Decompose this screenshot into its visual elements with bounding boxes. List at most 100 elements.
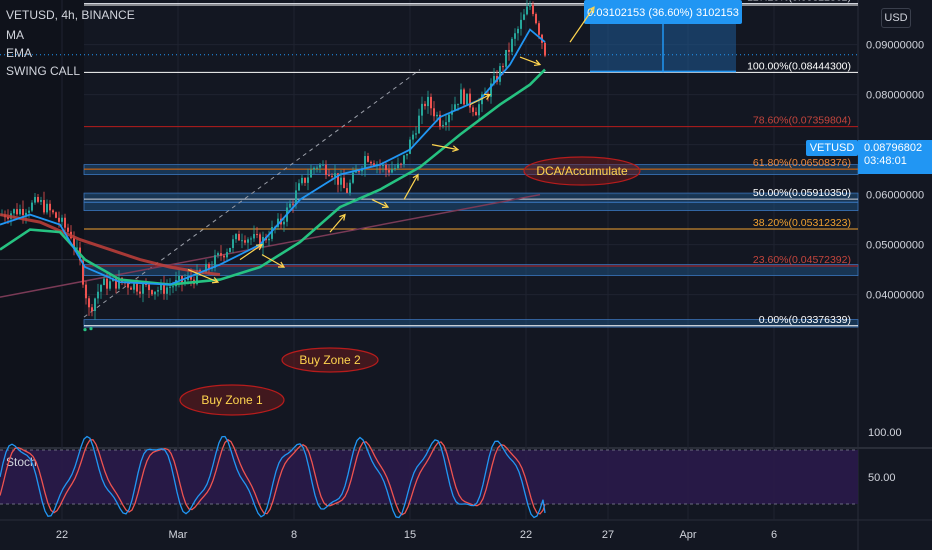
candle-body: [364, 156, 366, 169]
current-price-symbol: VETUSD: [809, 142, 855, 154]
candle-body: [217, 253, 219, 256]
indicator-swing-call[interactable]: SWING CALL: [6, 64, 81, 78]
candle-body: [184, 280, 186, 283]
candle-body: [445, 122, 447, 126]
buy1-ellipse[interactable]: [179, 384, 285, 416]
candle-body: [367, 156, 369, 162]
arrow-head: [339, 213, 346, 221]
ema-line: [0, 28, 546, 286]
arrow-head: [452, 145, 460, 153]
time-tick-label: 27: [602, 529, 614, 541]
candle-body: [142, 284, 144, 294]
candle-body: [148, 284, 150, 291]
measure-label-box: [584, 0, 742, 24]
candle-body: [511, 38, 513, 52]
candle-body: [190, 276, 192, 280]
candle-body: [505, 49, 507, 67]
candle-body: [319, 164, 321, 168]
dca-label[interactable]: DCA/Accumulate: [536, 164, 628, 178]
candle-body: [25, 212, 27, 216]
candle-body: [109, 281, 111, 289]
current-price-tag: VETUSD: [806, 140, 858, 156]
candle-body: [73, 238, 75, 248]
candle-body: [277, 218, 279, 227]
arrow-shaft: [371, 199, 389, 208]
time-tick-label: 6: [771, 529, 777, 541]
candle-body: [334, 173, 336, 177]
symbol-title[interactable]: VETUSD, 4h, BINANCE: [6, 8, 135, 22]
candle-body: [355, 170, 357, 173]
candle-body: [295, 190, 297, 205]
candle-body: [268, 238, 270, 241]
candle-body: [439, 114, 441, 127]
time-tick-label: 15: [404, 529, 416, 541]
candle-body: [385, 164, 387, 171]
candle-body: [289, 203, 291, 208]
long-ma-line: [0, 193, 541, 298]
candle-body: [58, 217, 60, 222]
dca-ellipse[interactable]: [523, 156, 641, 186]
price-tick-label: 0.10000000: [866, 0, 924, 2]
fib-label: 38.20%(0.05312323): [753, 217, 851, 229]
candle-body: [544, 42, 546, 56]
measure-label: 0.03102153 (36.60%) 3102153: [587, 7, 739, 19]
candle-body: [16, 209, 18, 215]
candle-body: [538, 23, 540, 35]
stoch-tick-label: 100.00: [868, 427, 902, 439]
candle-body: [178, 275, 180, 280]
support-zone: [83, 201, 859, 212]
time-tick-label: 8: [291, 529, 297, 541]
buy1-label[interactable]: Buy Zone 1: [201, 393, 263, 407]
candle-body: [7, 217, 9, 219]
dashed-trendline: [83, 69, 421, 318]
arrow-shaft: [261, 254, 285, 268]
price-tick-label: 0.04000000: [866, 290, 924, 302]
candle-body: [406, 153, 408, 156]
candle-body: [313, 167, 315, 170]
candle-body: [418, 115, 420, 134]
buy2-label[interactable]: Buy Zone 2: [299, 353, 361, 367]
annotations[interactable]: DCA/Accumulate Buy Zone 1 Buy Zone 2: [179, 156, 641, 416]
candle-body: [529, 4, 531, 7]
currency-badge[interactable]: USD: [881, 8, 911, 28]
stoch-k-line: [0, 435, 546, 519]
candle-body: [535, 14, 537, 24]
trend-lines: [0, 54, 858, 318]
buy2-ellipse[interactable]: [281, 347, 379, 373]
candle-body: [250, 238, 252, 240]
measure-tool[interactable]: 0.03102153 (36.60%) 3102153: [584, 0, 742, 73]
candle-body: [508, 49, 510, 52]
candle-body: [214, 255, 216, 268]
candle-body: [421, 103, 423, 116]
candle-body: [64, 217, 66, 228]
candle-body: [328, 174, 330, 176]
candle-body: [55, 212, 57, 218]
candle-body: [22, 209, 24, 216]
candle-body: [517, 28, 519, 34]
candle-body: [31, 202, 33, 211]
candle-body: [304, 177, 306, 183]
indicator-ma[interactable]: MA: [6, 28, 24, 42]
axes: 0.110000000.100000000.090000000.08000000…: [56, 0, 924, 541]
indicator-ema[interactable]: EMA: [6, 46, 33, 60]
candle-body: [139, 291, 141, 294]
support-zone: [83, 319, 859, 328]
candle-body: [259, 234, 261, 248]
candle-body: [253, 234, 255, 239]
candle-body: [370, 161, 372, 164]
candle-body: [532, 4, 534, 15]
candle-body: [34, 196, 36, 203]
candle-body: [226, 252, 228, 258]
fib-label: 61.80%(0.06508376): [753, 157, 851, 169]
candle-body: [91, 307, 93, 312]
candle-body: [145, 284, 147, 286]
candle-body: [466, 93, 468, 105]
candle-body: [67, 227, 69, 232]
candle-body: [52, 210, 54, 213]
candle-body: [433, 108, 435, 117]
arrow-head: [412, 173, 419, 181]
candle-body: [223, 255, 225, 258]
arrow-head: [277, 261, 286, 268]
